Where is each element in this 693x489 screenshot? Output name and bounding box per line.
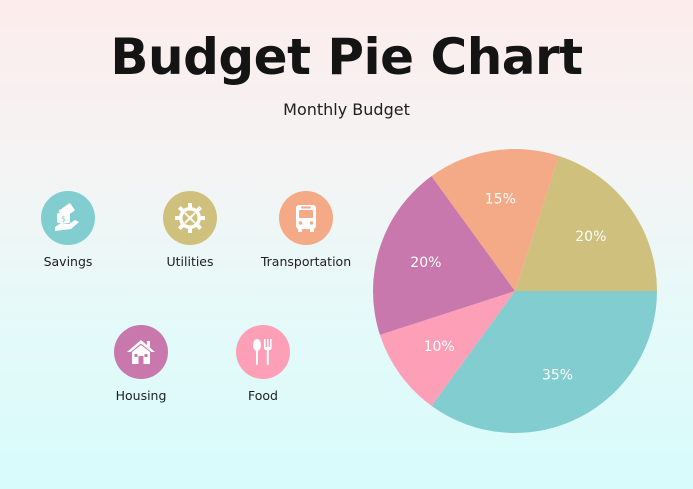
category-food: Food [203, 325, 323, 403]
pie-slice-food [379, 291, 515, 406]
pie-slice-label: 15% [485, 191, 516, 207]
pie-slice-transportation [431, 149, 559, 291]
tools-gear-icon [163, 191, 217, 245]
category-utilities: Utilities [130, 191, 250, 269]
pie-slice-label: 10% [424, 339, 455, 355]
pie-slice-housing [373, 176, 515, 335]
category-label: Transportation [260, 254, 352, 269]
page-subtitle: Monthly Budget [283, 100, 410, 119]
category-label: Savings [43, 254, 93, 269]
category-transportation: Transportation [246, 191, 366, 269]
category-label: Housing [115, 388, 167, 403]
pie-slice-label: 20% [575, 229, 606, 245]
budget-pie-chart: 35% 10% 20% 15% 20% [373, 149, 657, 433]
category-label: Food [248, 388, 278, 403]
spoon-fork-icon [236, 325, 290, 379]
category-label: Utilities [166, 254, 214, 269]
bus-icon [279, 191, 333, 245]
pie-slice-utilities [515, 155, 657, 291]
pie-slice-label: 35% [542, 368, 573, 384]
category-housing: Housing [81, 325, 201, 403]
page-title: Budget Pie Chart [110, 28, 583, 86]
house-icon [114, 325, 168, 379]
category-savings: $ Savings [8, 191, 128, 269]
svg-text:$: $ [61, 215, 66, 224]
money-hand-icon: $ [41, 191, 95, 245]
pie-slice-savings [431, 291, 657, 433]
pie-slice-label: 20% [410, 255, 441, 271]
